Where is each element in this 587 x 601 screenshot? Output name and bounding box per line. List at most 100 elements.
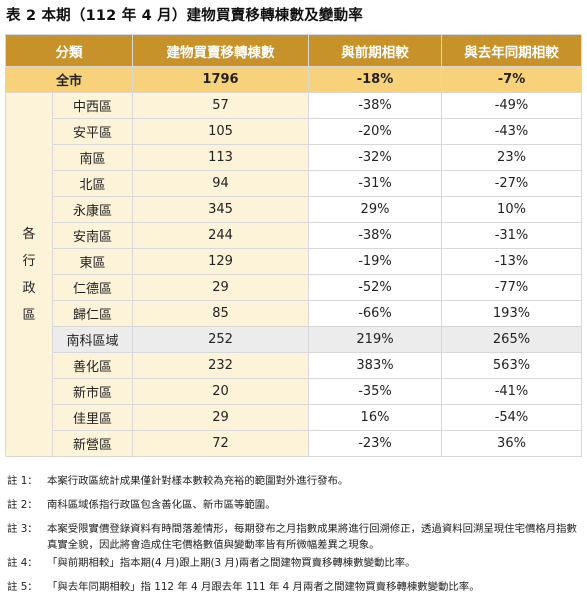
district-count: 29 bbox=[132, 404, 309, 431]
district-vs-last-year: -77% bbox=[441, 274, 582, 301]
district-name: 新營區 bbox=[52, 430, 133, 457]
district-vs-prev: -66% bbox=[308, 300, 442, 327]
district-vs-last-year: -41% bbox=[441, 378, 582, 405]
transfer-table: 分類 建物買賣移轉棟數 與前期相較 與去年同期相較 全市 1796 -18% -… bbox=[5, 34, 582, 457]
district-vs-prev: 383% bbox=[308, 352, 442, 379]
district-count: 94 bbox=[132, 170, 309, 197]
district-row: 東區 129 -19% -13% bbox=[6, 248, 582, 275]
header-row: 分類 建物買賣移轉棟數 與前期相較 與去年同期相較 bbox=[5, 34, 582, 67]
district-vs-last-year: -13% bbox=[441, 248, 582, 275]
district-vs-prev: 16% bbox=[308, 404, 442, 431]
footnote: 註 3： 本案受限實價登錄資料有時間落差情形，每期發布之月指數成果將進行回溯修正，… bbox=[7, 519, 582, 553]
district-count: 252 bbox=[132, 326, 309, 353]
district-count: 232 bbox=[132, 352, 309, 379]
district-name: 中西區 bbox=[52, 92, 133, 119]
footnote-label: 註 5： bbox=[7, 581, 38, 593]
district-name: 歸仁區 bbox=[52, 300, 133, 327]
total-vs-last-year: -7% bbox=[441, 66, 582, 93]
district-vs-prev: -19% bbox=[308, 248, 442, 275]
total-row: 全市 1796 -18% -7% bbox=[5, 66, 582, 93]
district-name: 仁德區 bbox=[52, 274, 133, 301]
district-row: 新營區 72 -23% 36% bbox=[6, 430, 582, 457]
district-vs-last-year: 10% bbox=[441, 196, 582, 223]
district-row: 歸仁區 85 -66% 193% bbox=[6, 300, 582, 327]
district-vs-last-year: 23% bbox=[441, 144, 582, 171]
district-vs-last-year: 193% bbox=[441, 300, 582, 327]
total-vs-prev: -18% bbox=[308, 66, 442, 93]
district-vs-prev: -31% bbox=[308, 170, 442, 197]
footnote-text: 本案行政區統計成果僅針對樣本數較為充裕的範圍對外進行發布。 bbox=[47, 475, 349, 487]
footnote-label: 註 2： bbox=[7, 499, 38, 511]
district-vs-last-year: 563% bbox=[441, 352, 582, 379]
header-vs-last-year: 與去年同期相較 bbox=[441, 34, 582, 67]
footnote-text: 南科區域係指行政區包含善化區、新市區等範圍。 bbox=[47, 499, 276, 511]
district-count: 20 bbox=[132, 378, 309, 405]
group-label-char: 各 bbox=[22, 226, 36, 242]
district-count: 29 bbox=[132, 274, 309, 301]
district-vs-prev: -38% bbox=[308, 222, 442, 249]
district-vs-last-year: -43% bbox=[441, 118, 582, 145]
district-row: 善化區 232 383% 563% bbox=[6, 352, 582, 379]
footnote: 註 5： 「與去年同期相較」指 112 年 4 月跟去年 111 年 4 月兩者之… bbox=[7, 577, 582, 601]
district-vs-last-year: -49% bbox=[441, 92, 582, 119]
total-label: 全市 bbox=[5, 66, 133, 93]
district-row: 佳里區 29 16% -54% bbox=[6, 404, 582, 431]
district-vs-last-year: 265% bbox=[441, 326, 582, 353]
header-count: 建物買賣移轉棟數 bbox=[132, 34, 309, 67]
group-label-char: 區 bbox=[22, 307, 36, 323]
district-name: 永康區 bbox=[52, 196, 133, 223]
footnote-text: 「與前期相較」指本期(4 月)跟上期(3 月)兩者之間建物買賣移轉棟數變動比率。 bbox=[47, 557, 416, 569]
district-count: 85 bbox=[132, 300, 309, 327]
district-row: 安平區 105 -20% -43% bbox=[6, 118, 582, 145]
district-vs-prev: -23% bbox=[308, 430, 442, 457]
district-count: 244 bbox=[132, 222, 309, 249]
district-vs-last-year: 36% bbox=[441, 430, 582, 457]
district-vs-prev: 219% bbox=[308, 326, 442, 353]
footnote: 註 4： 「與前期相較」指本期(4 月)跟上期(3 月)兩者之間建物買賣移轉棟數變… bbox=[7, 553, 582, 577]
district-count: 113 bbox=[132, 144, 309, 171]
district-count: 105 bbox=[132, 118, 309, 145]
district-count: 57 bbox=[132, 92, 309, 119]
district-name: 善化區 bbox=[52, 352, 133, 379]
district-vs-prev: -20% bbox=[308, 118, 442, 145]
footnote-label: 註 1： bbox=[7, 475, 38, 487]
district-vs-last-year: -31% bbox=[441, 222, 582, 249]
district-name: 北區 bbox=[52, 170, 133, 197]
district-vs-last-year: -54% bbox=[441, 404, 582, 431]
group-label-char: 政 bbox=[22, 280, 36, 296]
district-count: 72 bbox=[132, 430, 309, 457]
header-category: 分類 bbox=[5, 34, 133, 67]
district-vs-prev: -38% bbox=[308, 92, 442, 119]
footnote-label: 註 4： bbox=[7, 557, 38, 569]
footnote-text: 本案受限實價登錄資料有時間落差情形，每期發布之月指數成果將進行回溯修正，透過資料… bbox=[47, 523, 577, 551]
district-count: 129 bbox=[132, 248, 309, 275]
district-name: 南科區域 bbox=[52, 326, 133, 353]
district-name: 東區 bbox=[52, 248, 133, 275]
district-name: 新市區 bbox=[52, 378, 133, 405]
district-row: 各行政區中西區 57 -38% -49% bbox=[5, 92, 582, 457]
district-vs-prev: -35% bbox=[308, 378, 442, 405]
district-name: 佳里區 bbox=[52, 404, 133, 431]
district-row: 南區 113 -32% 23% bbox=[6, 144, 582, 171]
district-row: 北區 94 -31% -27% bbox=[6, 170, 582, 197]
district-name: 安平區 bbox=[52, 118, 133, 145]
district-row: 新市區 20 -35% -41% bbox=[6, 378, 582, 405]
header-vs-prev: 與前期相較 bbox=[308, 34, 442, 67]
district-row: 仁德區 29 -52% -77% bbox=[6, 274, 582, 301]
table-title: 表 2 本期（112 年 4 月）建物買賣移轉棟數及變動率 bbox=[6, 8, 363, 24]
footnotes: 註 1： 本案行政區統計成果僅針對樣本數較為充裕的範圍對外進行發布。註 2： 南科區… bbox=[7, 471, 582, 601]
district-count: 345 bbox=[132, 196, 309, 223]
footnote: 註 1： 本案行政區統計成果僅針對樣本數較為充裕的範圍對外進行發布。 bbox=[7, 471, 582, 495]
total-count: 1796 bbox=[132, 66, 309, 93]
district-name: 南區 bbox=[52, 144, 133, 171]
district-vs-prev: -32% bbox=[308, 144, 442, 171]
group-label: 各行政區 bbox=[5, 92, 53, 457]
footnote-text: 「與去年同期相較」指 112 年 4 月跟去年 111 年 4 月兩者之間建物買… bbox=[47, 581, 480, 593]
district-vs-last-year: -27% bbox=[441, 170, 582, 197]
district-vs-prev: -52% bbox=[308, 274, 442, 301]
special-region-row: 南科區域 252 219% 265% bbox=[6, 326, 582, 353]
district-row: 安南區 244 -38% -31% bbox=[6, 222, 582, 249]
district-row: 永康區 345 29% 10% bbox=[6, 196, 582, 223]
group-label-char: 行 bbox=[22, 253, 36, 269]
